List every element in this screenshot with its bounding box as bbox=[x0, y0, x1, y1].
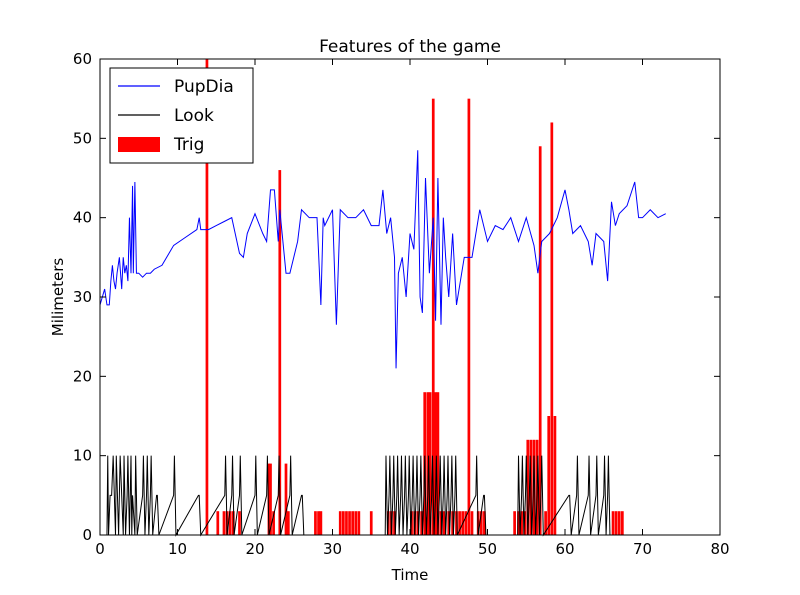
trig-bar bbox=[467, 98, 471, 536]
y-tick-label: 40 bbox=[73, 209, 92, 227]
y-tick-label: 60 bbox=[73, 50, 92, 68]
x-tick-label: 60 bbox=[555, 540, 574, 558]
y-axis-label: Milimeters bbox=[49, 258, 67, 337]
trig-bar bbox=[216, 511, 220, 535]
trig-bar bbox=[455, 511, 458, 535]
trig-bar bbox=[338, 511, 342, 535]
x-axis-label: Time bbox=[391, 566, 429, 584]
trig-bar bbox=[617, 511, 621, 535]
x-tick-label: 10 bbox=[168, 540, 187, 558]
trig-bar bbox=[479, 511, 483, 535]
trig-bar bbox=[231, 511, 235, 535]
y-tick-label: 10 bbox=[73, 447, 92, 465]
trig-bar bbox=[357, 511, 361, 535]
trig-bar bbox=[269, 463, 272, 535]
trig-bar bbox=[532, 439, 536, 535]
trig-bar bbox=[520, 511, 523, 535]
trig-bar bbox=[345, 511, 348, 535]
trig-bar bbox=[228, 511, 232, 535]
trig-bar bbox=[205, 59, 209, 535]
y-tick-label: 50 bbox=[73, 129, 92, 147]
trig-bar bbox=[442, 511, 446, 535]
trig-bar bbox=[547, 416, 551, 535]
trig-bar bbox=[314, 511, 317, 535]
trig-bar bbox=[434, 392, 437, 535]
trig-bar bbox=[620, 511, 624, 535]
pupdia-series-layer bbox=[99, 150, 666, 369]
trig-bar bbox=[416, 511, 420, 535]
trig-bar bbox=[354, 511, 358, 535]
x-axis: 0 10 20 30 40 50 60 70 80 bbox=[95, 59, 730, 558]
trig-bar bbox=[451, 511, 454, 535]
trig-bar bbox=[341, 511, 345, 535]
trig-bar bbox=[526, 439, 530, 535]
trig-bar bbox=[348, 511, 351, 535]
trig-bar bbox=[238, 511, 241, 535]
pupdia-line bbox=[99, 150, 666, 369]
trig-bar bbox=[436, 392, 440, 535]
legend: PupDia Look Trig bbox=[109, 67, 254, 164]
trig-bar bbox=[222, 511, 226, 535]
y-tick-label: 20 bbox=[73, 367, 92, 385]
trig-bar bbox=[544, 511, 547, 535]
trig-bar bbox=[513, 511, 516, 535]
y-tick-label: 0 bbox=[82, 526, 92, 544]
x-tick-label: 30 bbox=[323, 540, 342, 558]
trig-bar bbox=[319, 511, 323, 535]
trig-bar bbox=[284, 463, 288, 535]
trig-bar bbox=[439, 511, 443, 535]
trig-bar bbox=[517, 511, 520, 535]
trig-bar bbox=[550, 122, 554, 535]
x-tick-label: 50 bbox=[478, 540, 497, 558]
trig-bar bbox=[317, 511, 320, 535]
trig-bar bbox=[447, 511, 451, 535]
x-tick-label: 0 bbox=[95, 540, 105, 558]
trig-bar bbox=[351, 511, 354, 535]
trig-bar bbox=[458, 511, 461, 535]
x-tick-label: 70 bbox=[633, 540, 652, 558]
trig-bar bbox=[267, 463, 271, 535]
trig-bar bbox=[553, 416, 557, 535]
legend-trig-swatch bbox=[118, 137, 160, 152]
legend-pupdia-label: PupDia bbox=[174, 77, 234, 97]
trig-bar bbox=[278, 170, 282, 535]
legend-trig-label: Trig bbox=[173, 135, 204, 155]
trig-bar bbox=[369, 511, 373, 535]
trig-bar bbox=[464, 511, 468, 535]
y-tick-label: 30 bbox=[73, 288, 92, 306]
trig-bar bbox=[272, 511, 275, 535]
trig-bar bbox=[538, 146, 542, 535]
trig-bar bbox=[286, 511, 290, 535]
trig-bar bbox=[426, 392, 430, 535]
trig-bar bbox=[428, 392, 432, 535]
trig-bar bbox=[431, 98, 435, 536]
x-tick-label: 40 bbox=[400, 540, 419, 558]
chart-title: Features of the game bbox=[319, 37, 501, 57]
x-tick-label: 80 bbox=[710, 540, 729, 558]
trig-bar bbox=[611, 511, 615, 535]
trig-bar bbox=[614, 511, 618, 535]
legend-look-label: Look bbox=[174, 106, 214, 126]
x-tick-label: 20 bbox=[245, 540, 264, 558]
trig-bar bbox=[470, 511, 474, 535]
trig-bar bbox=[483, 511, 486, 535]
y-axis: 0 10 20 30 40 50 60 bbox=[73, 50, 720, 544]
trig-bar bbox=[393, 511, 396, 535]
trig-bar bbox=[420, 511, 423, 535]
